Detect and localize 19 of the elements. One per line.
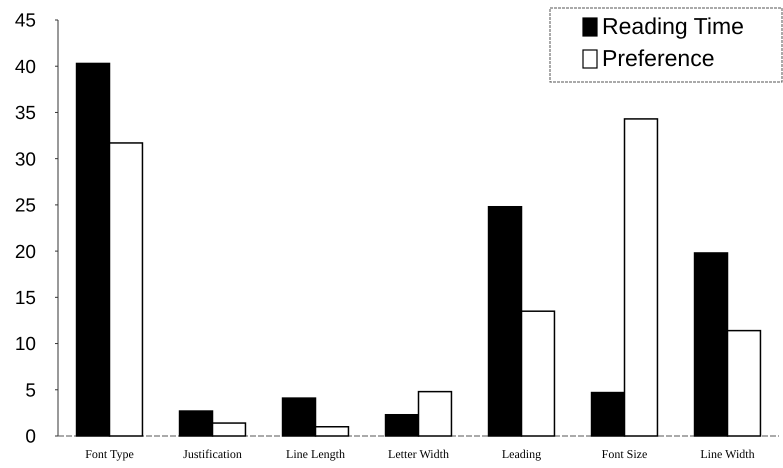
legend-label: Preference: [602, 45, 715, 71]
y-tick-label: 15: [14, 288, 36, 309]
x-tick-label: Line Length: [286, 447, 345, 461]
x-tick-label: Font Size: [602, 447, 648, 461]
x-tick-label: Justification: [183, 447, 242, 461]
x-tick-label: Font Type: [85, 447, 134, 461]
y-tick-label: 0: [25, 426, 36, 448]
y-tick-label: 10: [14, 334, 36, 356]
y-tick-label: 25: [14, 196, 36, 217]
y-tick-label: 45: [14, 10, 36, 32]
legend-label: Reading Time: [602, 13, 744, 39]
x-tick-label: Line Width: [700, 447, 755, 461]
x-tick-label: Leading: [502, 447, 542, 461]
y-tick-label: 5: [25, 380, 36, 402]
y-tick-label: 20: [14, 242, 36, 263]
x-tick-label: Letter Width: [388, 447, 449, 461]
y-tick-label: 40: [14, 56, 36, 78]
y-tick-label: 30: [14, 149, 36, 170]
y-tick-label: 35: [14, 103, 36, 124]
